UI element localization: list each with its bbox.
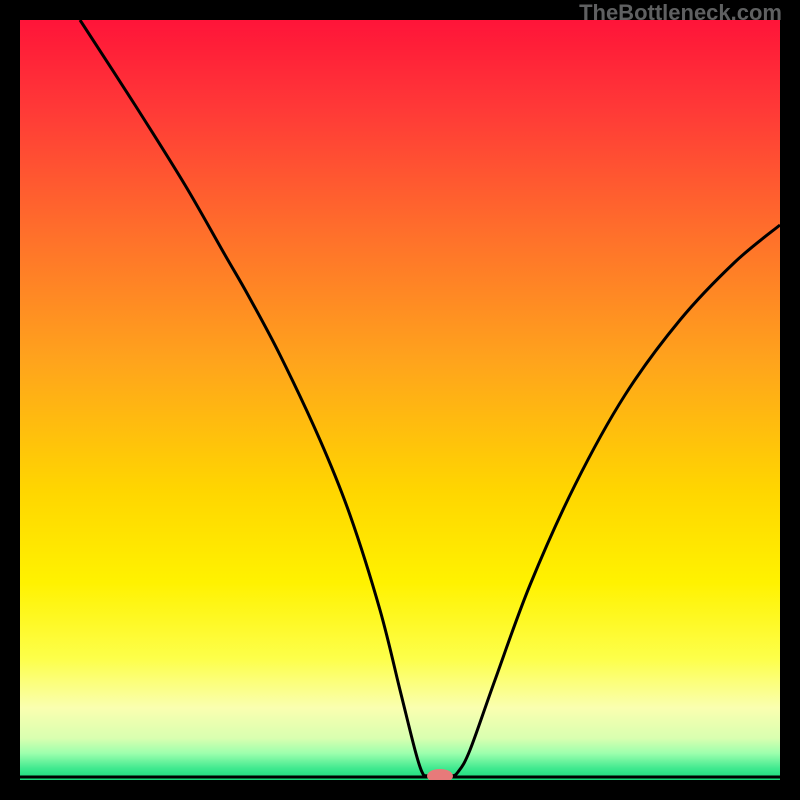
chart-svg — [20, 20, 780, 780]
gradient-background — [20, 20, 780, 780]
bottleneck-chart: TheBottleneck.com — [0, 0, 800, 800]
watermark-text: TheBottleneck.com — [579, 0, 782, 26]
